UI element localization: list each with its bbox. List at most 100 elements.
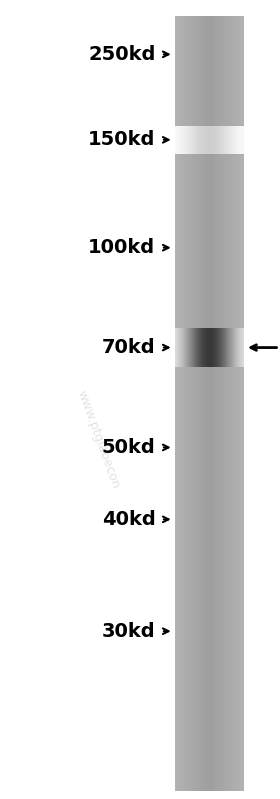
Bar: [199, 125, 200, 153]
Bar: [238, 16, 239, 791]
Bar: [204, 125, 205, 153]
Bar: [232, 16, 233, 791]
Bar: [226, 125, 227, 153]
Bar: [200, 125, 201, 153]
Bar: [201, 328, 202, 367]
Bar: [195, 125, 196, 153]
Bar: [211, 16, 212, 791]
Bar: [176, 16, 177, 791]
Bar: [214, 328, 215, 367]
Bar: [240, 328, 241, 367]
Bar: [184, 328, 185, 367]
Bar: [241, 328, 242, 367]
Bar: [202, 125, 203, 153]
Bar: [228, 328, 229, 367]
Bar: [213, 125, 214, 153]
Bar: [202, 16, 204, 791]
Bar: [231, 125, 232, 153]
Bar: [209, 328, 210, 367]
Bar: [220, 328, 221, 367]
Bar: [235, 125, 236, 153]
Bar: [216, 328, 217, 367]
Bar: [205, 125, 206, 153]
Bar: [215, 125, 216, 153]
Bar: [201, 125, 202, 153]
Bar: [227, 328, 228, 367]
Bar: [190, 125, 191, 153]
Bar: [220, 125, 221, 153]
Bar: [193, 125, 194, 153]
Bar: [193, 328, 194, 367]
Bar: [225, 16, 227, 791]
Bar: [197, 125, 198, 153]
Bar: [200, 16, 201, 791]
Bar: [206, 328, 207, 367]
Bar: [193, 16, 194, 791]
Bar: [221, 328, 222, 367]
Bar: [214, 16, 215, 791]
Bar: [215, 16, 216, 791]
Bar: [217, 328, 218, 367]
Bar: [194, 125, 195, 153]
Text: 250kd: 250kd: [88, 45, 155, 64]
Bar: [241, 16, 242, 791]
Bar: [185, 16, 186, 791]
Bar: [198, 125, 199, 153]
Bar: [223, 16, 224, 791]
Bar: [216, 125, 217, 153]
Bar: [194, 16, 195, 791]
Bar: [207, 328, 208, 367]
Bar: [203, 328, 204, 367]
Bar: [231, 16, 232, 791]
Bar: [235, 16, 237, 791]
Bar: [221, 125, 222, 153]
Bar: [239, 125, 240, 153]
Bar: [242, 125, 243, 153]
Bar: [232, 328, 233, 367]
Bar: [227, 16, 228, 791]
Bar: [223, 125, 224, 153]
Bar: [185, 328, 186, 367]
Bar: [182, 125, 183, 153]
Bar: [228, 16, 229, 791]
Bar: [181, 16, 182, 791]
Bar: [188, 16, 189, 791]
Bar: [233, 125, 234, 153]
Bar: [196, 125, 197, 153]
Bar: [213, 328, 214, 367]
Bar: [199, 328, 200, 367]
Bar: [203, 125, 204, 153]
Bar: [238, 125, 239, 153]
Bar: [189, 16, 190, 791]
Bar: [210, 125, 211, 153]
Bar: [175, 328, 176, 367]
Bar: [181, 125, 182, 153]
Bar: [212, 16, 213, 791]
Bar: [184, 16, 185, 791]
Bar: [188, 125, 189, 153]
Bar: [243, 328, 244, 367]
Bar: [242, 328, 243, 367]
Bar: [181, 328, 182, 367]
Bar: [197, 16, 198, 791]
Bar: [177, 16, 178, 791]
Bar: [228, 125, 229, 153]
Bar: [179, 16, 181, 791]
Bar: [236, 328, 237, 367]
Text: 150kd: 150kd: [88, 130, 155, 149]
Bar: [207, 16, 208, 791]
Bar: [186, 125, 187, 153]
Bar: [222, 328, 223, 367]
Bar: [180, 125, 181, 153]
Bar: [179, 328, 180, 367]
Bar: [186, 328, 187, 367]
Bar: [218, 328, 219, 367]
Bar: [191, 16, 192, 791]
Bar: [224, 328, 225, 367]
Bar: [224, 125, 225, 153]
Bar: [209, 125, 210, 153]
FancyBboxPatch shape: [175, 16, 244, 791]
Bar: [189, 125, 190, 153]
Bar: [190, 328, 191, 367]
Bar: [240, 16, 241, 791]
